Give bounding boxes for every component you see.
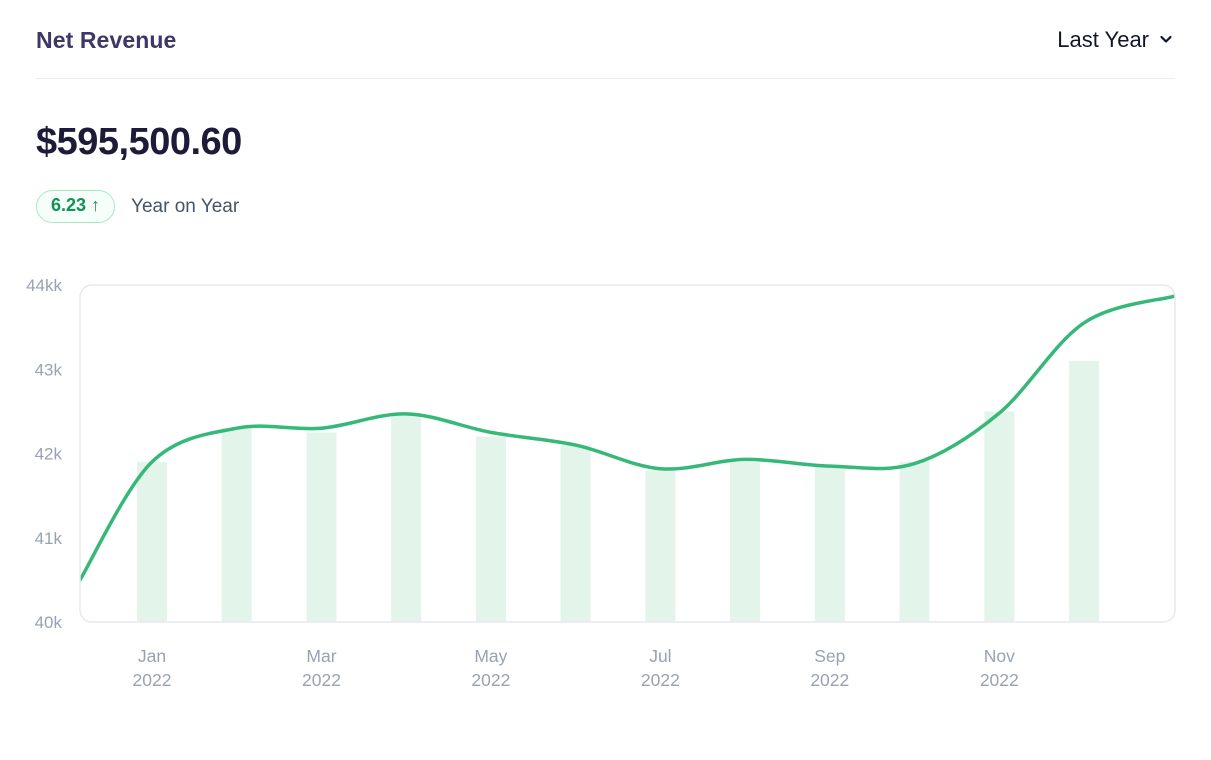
revenue-chart-svg: 40k 41k 42k 43k 44kk Jan 2022 Mar 2022 May 2022 Jul…	[26, 279, 1176, 690]
y-axis-tick-label: 43k	[35, 360, 63, 379]
y-axis-tick-label: 44kk	[26, 279, 62, 295]
x-axis-tick-label: Jan	[138, 646, 166, 666]
yoy-label: Year on Year	[131, 195, 240, 217]
x-axis-tick-label: May	[474, 646, 507, 666]
arrow-up-icon: ↑	[91, 195, 101, 215]
chart-bar	[814, 466, 845, 622]
yoy-change-value: 6.23	[51, 195, 87, 215]
revenue-chart: 40k 41k 42k 43k 44kk Jan 2022 Mar 2022 May 2022 Jul…	[0, 279, 1211, 704]
x-axis-tick-label: Jul	[649, 646, 671, 666]
y-axis-tick-label: 41k	[35, 529, 63, 548]
y-axis-tick-label: 42k	[35, 445, 63, 464]
x-axis-tick-label: 2022	[471, 670, 510, 690]
x-axis-tick-label: 2022	[810, 670, 849, 690]
x-axis-tick-label: 2022	[133, 670, 172, 690]
delta-row: 6.23 ↑ Year on Year	[36, 190, 1175, 223]
chart-bar	[391, 415, 422, 622]
chart-bar	[221, 428, 252, 622]
chart-bar	[899, 461, 930, 622]
y-axis-tick-label: 40k	[35, 613, 63, 632]
chart-bar	[475, 436, 506, 622]
net-revenue-card: Net Revenue Last Year $595,500.60 6.23 ↑…	[0, 0, 1211, 704]
x-axis-tick-label: 2022	[302, 670, 341, 690]
card-header: Net Revenue Last Year	[0, 0, 1211, 54]
summary-section: $595,500.60 6.23 ↑ Year on Year	[0, 79, 1211, 223]
x-axis-tick-label: Nov	[984, 646, 1015, 666]
x-axis-tick-label: 2022	[641, 670, 680, 690]
chart-bar	[1069, 360, 1099, 622]
chart-line	[80, 294, 1175, 582]
yoy-change-badge: 6.23 ↑	[36, 190, 116, 223]
time-range-label: Last Year	[1057, 27, 1149, 52]
x-axis-tick-label: Sep	[814, 646, 845, 666]
x-axis-tick-label: 2022	[980, 670, 1019, 690]
page-title: Net Revenue	[36, 26, 177, 53]
chart-bar	[730, 461, 761, 622]
chart-plot-border	[79, 284, 1176, 623]
x-axis-tick-label: Mar	[306, 646, 336, 666]
chart-bar	[137, 461, 167, 622]
chart-bar	[306, 432, 337, 622]
chevron-down-icon	[1157, 26, 1175, 54]
chart-bar	[560, 445, 591, 622]
chart-bar	[984, 411, 1015, 622]
header-divider	[36, 78, 1175, 79]
chart-bar	[645, 470, 676, 622]
time-range-dropdown[interactable]: Last Year	[1057, 26, 1175, 54]
net-revenue-value: $595,500.60	[36, 121, 242, 163]
